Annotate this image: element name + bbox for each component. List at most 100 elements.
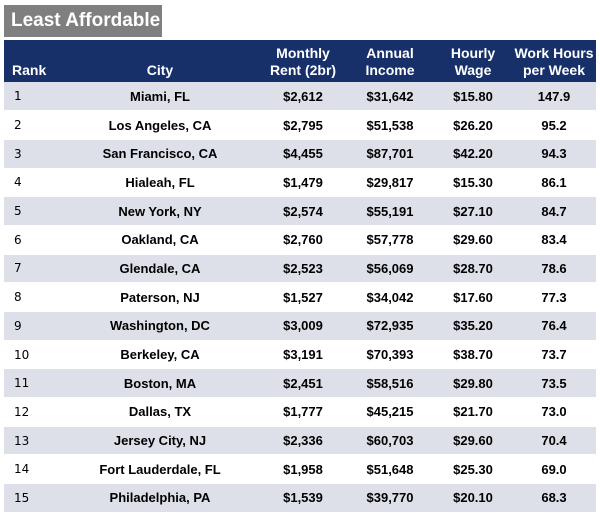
- hours-cell: 73.7: [512, 340, 596, 370]
- rank-cell: 13: [4, 426, 60, 456]
- hours-cell: 68.3: [512, 483, 596, 513]
- rent-cell: $2,336: [260, 426, 346, 456]
- hours-cell: 69.0: [512, 454, 596, 485]
- table-row: 3 San Francisco, CA $4,455 $87,701 $42.20 94.…: [4, 139, 596, 169]
- income-cell: $45,215: [346, 397, 434, 427]
- income-cell: $51,648: [346, 454, 434, 485]
- table-row: 14 Fort Lauderdale, FL $1,958 $51,648 $25.30…: [4, 454, 596, 485]
- wage-cell: $28.70: [434, 254, 512, 284]
- rank-cell: 5: [4, 196, 60, 226]
- hours-cell: 73.0: [512, 397, 596, 427]
- table-row: 7 Glendale, CA $2,523 $56,069 $28.70 78.6: [4, 254, 596, 284]
- table-row: 11 Boston, MA $2,451 $58,516 $29.80 73.5: [4, 368, 596, 399]
- city-cell: Fort Lauderdale, FL: [60, 454, 260, 485]
- city-cell: New York, NY: [60, 196, 260, 226]
- table-row: 4 Hialeah, FL $1,479 $29,817 $15.30 86.1: [4, 168, 596, 198]
- income-cell: $60,703: [346, 426, 434, 456]
- table-row: 13 Jersey City, NJ $2,336 $60,703 $29.60 70.4: [4, 426, 596, 456]
- table-row: 10 Berkeley, CA $3,191 $70,393 $38.70 73.7: [4, 340, 596, 370]
- income-cell: $29,817: [346, 168, 434, 198]
- city-cell: Washington, DC: [60, 311, 260, 341]
- rank-header: Rank: [12, 62, 47, 78]
- city-cell: Oakland, CA: [60, 225, 260, 255]
- city-cell: Boston, MA: [60, 368, 260, 399]
- table-row: 1 Miami, FL $2,612 $31,642 $15.80 147.9: [4, 82, 596, 112]
- hours-cell: 94.3: [512, 139, 596, 169]
- table-row: 5 New York, NY $2,574 $55,191 $27.10 84.7: [4, 196, 596, 226]
- wage-cell: $25.30: [434, 454, 512, 485]
- rank-cell: 14: [4, 454, 60, 485]
- rank-cell: 3: [4, 139, 60, 169]
- income-cell: $72,935: [346, 311, 434, 341]
- rent-cell: $4,455: [260, 139, 346, 169]
- income-cell: $58,516: [346, 368, 434, 399]
- income-cell: $31,642: [346, 82, 434, 112]
- rank-cell: 10: [4, 340, 60, 370]
- income-cell: $39,770: [346, 483, 434, 513]
- wage-cell: $29.80: [434, 368, 512, 399]
- rank-cell: 1: [4, 82, 60, 112]
- rank-cell: 12: [4, 397, 60, 427]
- table-row: 8 Paterson, NJ $1,527 $34,042 $17.60 77.3: [4, 282, 596, 312]
- header-row: Rank City Monthly Rent (2br) Annual Inco…: [4, 40, 596, 82]
- table-title: Least Affordable: [4, 5, 162, 37]
- wage-cell: $29.60: [434, 426, 512, 456]
- hours-cell: 73.5: [512, 368, 596, 399]
- income-cell: $87,701: [346, 139, 434, 169]
- rank-cell: 9: [4, 311, 60, 341]
- rent-cell: $2,451: [260, 368, 346, 399]
- rent-header: Monthly Rent (2br): [269, 45, 337, 78]
- rank-cell: 6: [4, 225, 60, 255]
- wage-cell: $35.20: [434, 311, 512, 341]
- hours-cell: 78.6: [512, 254, 596, 284]
- city-cell: Los Angeles, CA: [60, 110, 260, 140]
- city-cell: Hialeah, FL: [60, 168, 260, 198]
- city-cell: San Francisco, CA: [60, 139, 260, 169]
- rent-cell: $2,795: [260, 110, 346, 140]
- hours-cell: 86.1: [512, 168, 596, 198]
- wage-header: Hourly Wage: [450, 45, 496, 78]
- hours-cell: 83.4: [512, 225, 596, 255]
- income-cell: $51,538: [346, 110, 434, 140]
- affordability-table: Rank City Monthly Rent (2br) Annual Inco…: [4, 40, 596, 513]
- income-cell: $55,191: [346, 196, 434, 226]
- rank-cell: 11: [4, 368, 60, 399]
- city-cell: Jersey City, NJ: [60, 426, 260, 456]
- wage-cell: $26.20: [434, 110, 512, 140]
- income-header: Annual Income: [365, 45, 415, 78]
- rent-cell: $2,760: [260, 225, 346, 255]
- hours-cell: 76.4: [512, 311, 596, 341]
- rank-cell: 7: [4, 254, 60, 284]
- wage-cell: $20.10: [434, 483, 512, 513]
- city-header: City: [146, 62, 174, 78]
- city-cell: Miami, FL: [60, 82, 260, 112]
- rank-cell: 4: [4, 168, 60, 198]
- city-cell: Berkeley, CA: [60, 340, 260, 370]
- rent-cell: $1,479: [260, 168, 346, 198]
- rent-cell: $3,009: [260, 311, 346, 341]
- hours-cell: 147.9: [512, 82, 596, 112]
- hours-cell: 77.3: [512, 282, 596, 312]
- rent-cell: $2,523: [260, 254, 346, 284]
- city-cell: Glendale, CA: [60, 254, 260, 284]
- wage-cell: $15.80: [434, 82, 512, 112]
- wage-cell: $27.10: [434, 196, 512, 226]
- income-cell: $56,069: [346, 254, 434, 284]
- table-row: 2 Los Angeles, CA $2,795 $51,538 $26.20 95.2: [4, 110, 596, 140]
- wage-cell: $29.60: [434, 225, 512, 255]
- wage-cell: $42.20: [434, 139, 512, 169]
- hours-cell: 95.2: [512, 110, 596, 140]
- rent-cell: $1,958: [260, 454, 346, 485]
- rent-cell: $2,612: [260, 82, 346, 112]
- rent-cell: $1,527: [260, 282, 346, 312]
- income-cell: $57,778: [346, 225, 434, 255]
- rent-cell: $1,777: [260, 397, 346, 427]
- wage-cell: $21.70: [434, 397, 512, 427]
- rent-cell: $2,574: [260, 196, 346, 226]
- city-cell: Philadelphia, PA: [60, 483, 260, 513]
- rent-cell: $3,191: [260, 340, 346, 370]
- table-row: 6 Oakland, CA $2,760 $57,778 $29.60 83.4: [4, 225, 596, 255]
- rank-cell: 15: [4, 483, 60, 513]
- hours-cell: 70.4: [512, 426, 596, 456]
- wage-cell: $17.60: [434, 282, 512, 312]
